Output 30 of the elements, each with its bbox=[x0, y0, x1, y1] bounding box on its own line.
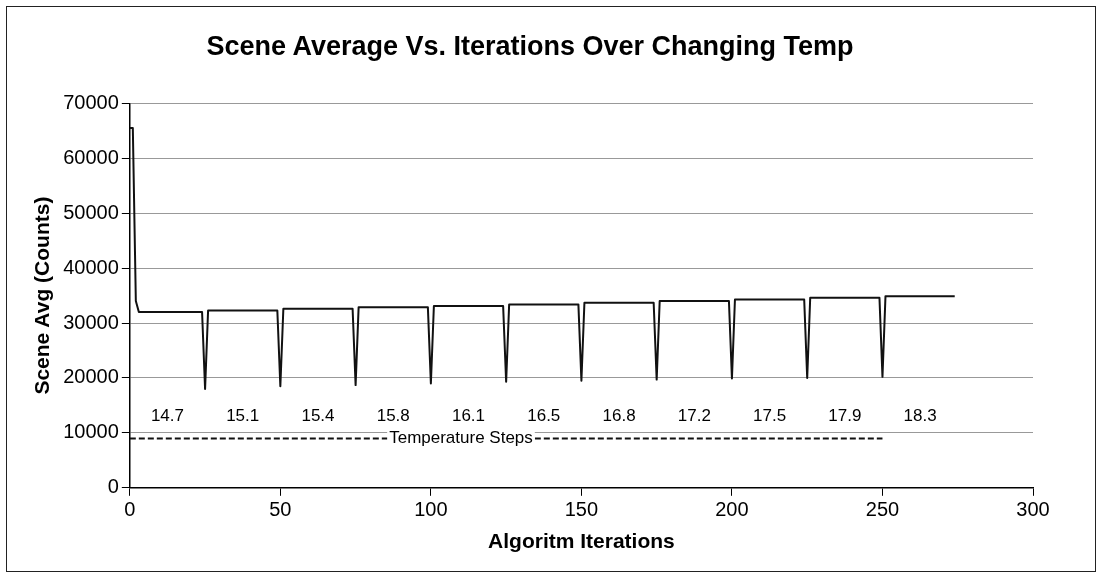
x-tick-label: 50 bbox=[269, 498, 292, 521]
annotation: 15.4 bbox=[301, 406, 335, 426]
x-tick-label: 300 bbox=[1016, 498, 1050, 521]
annotation: 18.3 bbox=[903, 406, 937, 426]
x-tick-label: 250 bbox=[865, 498, 900, 521]
x-axis-title: Algoritm Iterations bbox=[488, 529, 675, 553]
x-tick-label: 100 bbox=[414, 498, 448, 521]
x-tick-label: 150 bbox=[564, 498, 599, 521]
y-axis-title: Scene Avg (Counts) bbox=[30, 196, 54, 395]
annotation: 15.8 bbox=[376, 406, 410, 426]
annotation: 17.5 bbox=[753, 406, 787, 426]
x-tick-label: 200 bbox=[715, 498, 749, 521]
x-tick-label: 0 bbox=[124, 498, 136, 521]
y-tick-label: 60000 bbox=[63, 145, 119, 168]
y-tick-label: 20000 bbox=[63, 365, 119, 388]
y-tick-label: 50000 bbox=[63, 200, 119, 223]
annotation: 16.5 bbox=[527, 406, 561, 426]
chart-title: Scene Average Vs. Iterations Over Changing Temp bbox=[206, 30, 854, 61]
annotation: 16.1 bbox=[451, 406, 486, 426]
annotation: 17.2 bbox=[677, 406, 711, 426]
y-tick-label: 40000 bbox=[63, 255, 119, 278]
annotation: Temperature Steps bbox=[389, 428, 533, 448]
annotation: 16.8 bbox=[602, 406, 636, 426]
annotation: 15.1 bbox=[226, 406, 260, 426]
annotation: 14.7 bbox=[150, 406, 184, 426]
y-tick-label: 30000 bbox=[63, 310, 119, 333]
annotation: 17.9 bbox=[828, 406, 862, 426]
y-tick-label: 70000 bbox=[63, 90, 119, 113]
y-tick-label: 0 bbox=[107, 475, 119, 498]
y-tick-label: 10000 bbox=[63, 420, 119, 443]
